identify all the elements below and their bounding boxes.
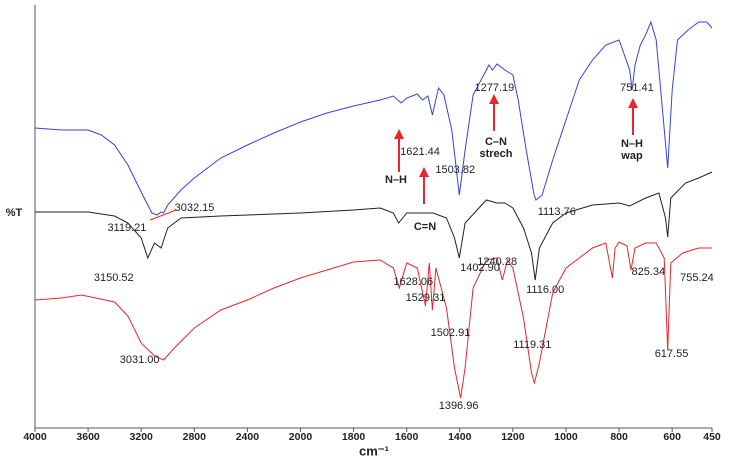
peak-label: 1277.19 [475,82,515,94]
spectrum-line [35,171,713,281]
x-tick-label: 3200 [130,431,154,443]
x-tick-label: 3600 [76,431,100,443]
peak-label: 1621.44 [400,146,440,158]
peak-label: 1402.90 [460,262,500,274]
group-label: strech [479,148,512,160]
x-tick-label: 600 [663,431,681,443]
x-tick-label: 2400 [236,431,260,443]
peak-label: 1529.31 [406,292,446,304]
group-label: N–H [385,174,407,186]
y-axis-label: %T [6,207,23,219]
marker [149,213,167,221]
x-tick-label: 2800 [183,431,207,443]
peak-label: 1396.96 [439,400,479,412]
peak-label: 617.55 [655,348,689,360]
x-tick-label: 1000 [554,431,578,443]
peak-label: 825.34 [632,266,666,278]
x-tick-label: 1600 [395,431,419,443]
x-tick-label: 1400 [448,431,472,443]
peak-label: 1502.91 [431,327,471,339]
x-tick-label: 1200 [501,431,525,443]
group-label: N–H [621,138,643,150]
peak-label: 3031.00 [120,354,160,366]
peak-label: 3150.52 [94,272,134,284]
peak-label: 1116.00 [526,284,564,296]
spectrum-line [34,20,713,216]
peak-label: 1119.31 [513,339,551,351]
x-tick-label: 4000 [23,431,47,443]
x-tick-label: 450 [703,431,721,443]
peak-label: 3032.15 [175,202,215,214]
peak-label: 755.24 [680,272,714,284]
x-tick-label: 2000 [289,431,313,443]
peak-label: 3119.21 [107,222,146,234]
peak-label: 1503.82 [435,164,475,176]
peak-label: 1113.76 [538,206,576,218]
marker [165,209,177,215]
group-label: C–N [485,136,507,148]
x-axis-label: cm⁻¹ [359,443,389,458]
peak-label: 751.41 [620,82,654,94]
group-label: C=N [414,221,436,233]
group-label: wap [620,150,643,162]
peak-label: 1628.06 [393,276,433,288]
spectrum-line [34,241,712,399]
x-tick-label: 1800 [342,431,366,443]
x-tick-label: 800 [610,431,628,443]
peak-label: 1240.28 [477,256,517,268]
